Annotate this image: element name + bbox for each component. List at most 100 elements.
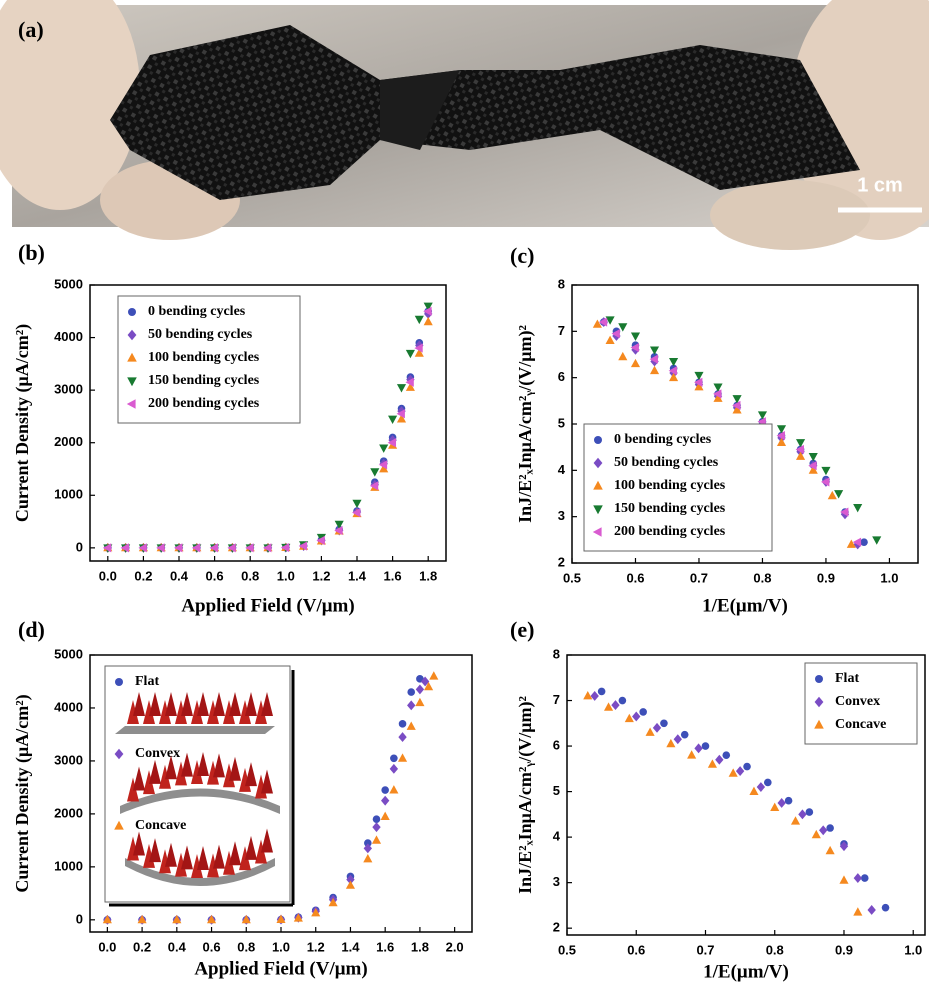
data-point xyxy=(808,453,818,462)
cone xyxy=(175,700,187,724)
data-point xyxy=(834,490,844,499)
data-point xyxy=(364,839,372,847)
data-point xyxy=(137,914,147,924)
cone xyxy=(127,777,139,802)
illustration-base xyxy=(115,726,275,734)
data-point xyxy=(649,346,660,355)
cone xyxy=(223,700,235,724)
cone xyxy=(133,766,145,791)
data-point xyxy=(808,465,818,474)
photo xyxy=(0,0,929,250)
illustration-base xyxy=(125,858,275,886)
legend-marker xyxy=(115,678,123,686)
legend-label: 200 bending cycles xyxy=(614,524,726,539)
scale-bar-label: 1 cm xyxy=(857,174,903,196)
data-point xyxy=(328,897,338,907)
legend-marker xyxy=(592,527,602,537)
data-point xyxy=(407,688,416,696)
x-tick-label: 1.2 xyxy=(307,939,325,954)
data-point xyxy=(345,880,356,889)
data-point xyxy=(611,329,620,339)
data-point xyxy=(776,425,787,434)
data-point xyxy=(387,438,397,448)
data-point xyxy=(379,444,389,453)
data-point xyxy=(728,768,738,777)
y-tick-label: 2000 xyxy=(54,434,83,449)
x-axis-label: Applied Field (V/μm) xyxy=(181,595,354,616)
data-point xyxy=(618,351,628,361)
data-point xyxy=(669,358,679,367)
data-point xyxy=(397,753,408,762)
legend-label: 100 bending cycles xyxy=(148,350,260,365)
cone xyxy=(223,763,235,788)
data-point xyxy=(138,543,147,553)
cone xyxy=(213,753,225,778)
x-tick-label: 0.9 xyxy=(835,942,853,957)
legend-box xyxy=(583,423,773,552)
cone xyxy=(149,759,161,784)
data-point xyxy=(881,903,890,912)
data-point xyxy=(798,809,807,820)
data-point xyxy=(687,750,697,759)
y-tick-label: 3 xyxy=(553,874,560,889)
data-point xyxy=(819,825,828,836)
data-point xyxy=(241,914,251,924)
data-point xyxy=(853,873,863,884)
cone xyxy=(143,700,155,724)
x-tick-label: 1.0 xyxy=(272,939,290,954)
cone xyxy=(245,762,257,787)
data-point xyxy=(611,700,620,711)
data-point xyxy=(839,841,849,852)
data-point xyxy=(649,365,660,375)
legend-marker xyxy=(127,329,137,341)
legend-box xyxy=(804,662,918,745)
data-point xyxy=(827,490,837,500)
data-point xyxy=(429,671,439,680)
data-point xyxy=(860,538,868,546)
data-point xyxy=(293,913,303,922)
x-tick-label: 1.6 xyxy=(384,568,402,583)
data-point xyxy=(316,535,325,546)
data-point xyxy=(209,543,219,553)
data-point xyxy=(352,508,361,518)
cone xyxy=(245,692,257,716)
y-axis-label: Current Density (μA/cm²) xyxy=(12,694,33,892)
legend-label: Flat xyxy=(135,674,159,689)
data-point xyxy=(424,681,434,691)
data-point xyxy=(334,525,343,536)
plot-frame xyxy=(566,654,926,936)
x-tick-label: 0.0 xyxy=(99,568,117,583)
x-tick-label: 1.6 xyxy=(376,939,394,954)
legend-marker xyxy=(114,820,124,830)
data-point xyxy=(405,382,415,391)
data-point xyxy=(713,389,722,399)
data-point xyxy=(598,317,608,327)
data-point xyxy=(632,711,641,722)
panel-label: (b) xyxy=(18,240,45,265)
legend-marker xyxy=(814,719,824,729)
data-point xyxy=(174,543,183,553)
y-tick-label: 6 xyxy=(553,737,560,752)
data-point xyxy=(649,354,658,364)
cone xyxy=(181,692,193,716)
data-point xyxy=(276,914,286,923)
data-point xyxy=(660,719,668,728)
y-tick-label: 2 xyxy=(558,554,565,569)
cone xyxy=(197,752,209,777)
cone xyxy=(175,852,187,877)
data-point xyxy=(245,543,254,553)
data-point xyxy=(396,384,407,393)
panel-label: (c) xyxy=(510,243,534,268)
illustration-base xyxy=(120,788,280,814)
data-point xyxy=(652,722,662,733)
data-point xyxy=(120,543,130,553)
data-point xyxy=(372,815,381,823)
data-point xyxy=(732,405,742,414)
data-point xyxy=(732,400,741,411)
legend-label: 0 bending cycles xyxy=(614,432,712,447)
data-point xyxy=(694,377,703,387)
data-point xyxy=(372,822,381,833)
data-point xyxy=(872,536,882,545)
data-point xyxy=(191,543,201,553)
cone xyxy=(191,760,203,785)
